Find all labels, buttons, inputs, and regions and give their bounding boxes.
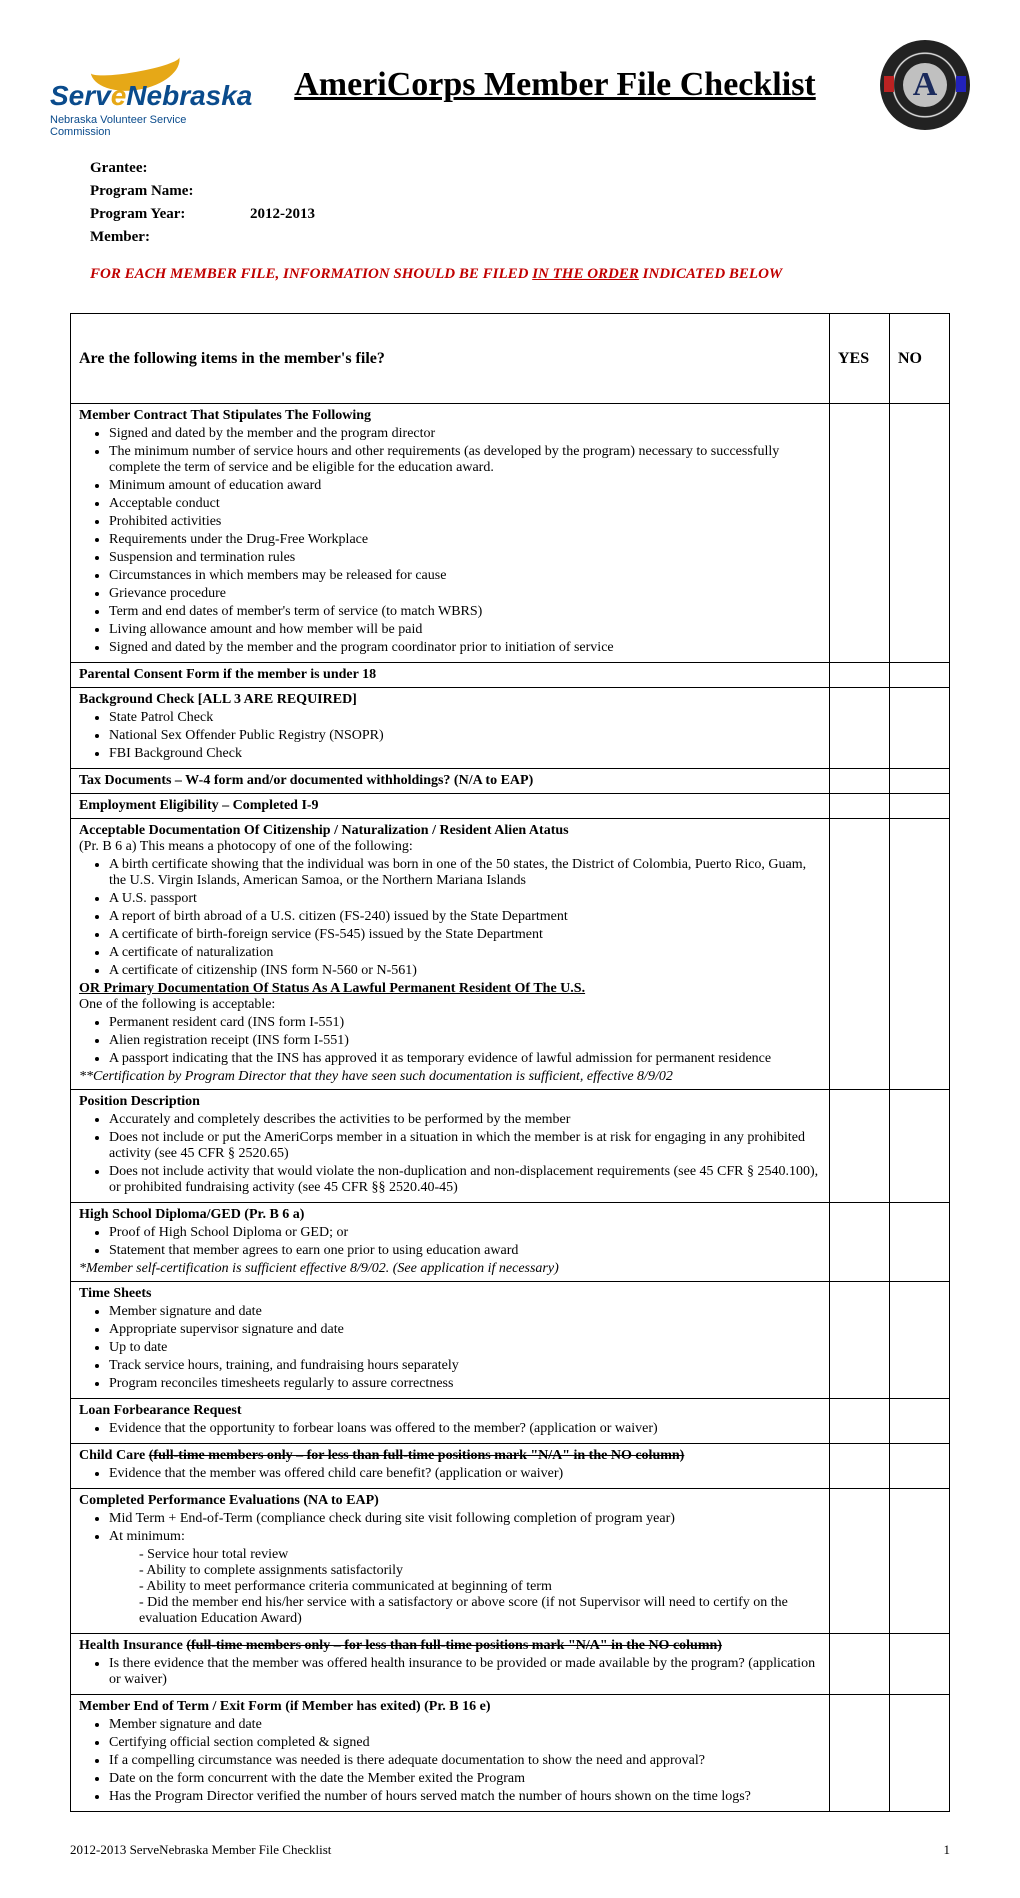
item-cell: Member Contract That Stipulates The Foll… xyxy=(71,404,830,663)
table-row: Completed Performance Evaluations (NA to… xyxy=(71,1489,950,1634)
no-cell[interactable] xyxy=(890,1203,950,1282)
no-cell[interactable] xyxy=(890,1489,950,1634)
program-name-label: Program Name: xyxy=(90,183,250,200)
item-cell: Position DescriptionAccurately and compl… xyxy=(71,1090,830,1203)
col-header-no: NO xyxy=(890,314,950,404)
table-row: Acceptable Documentation Of Citizenship … xyxy=(71,819,950,1090)
program-year-label: Program Year: xyxy=(90,206,250,223)
item-cell: Loan Forbearance RequestEvidence that th… xyxy=(71,1399,830,1444)
filing-instruction: FOR EACH MEMBER FILE, INFORMATION SHOULD… xyxy=(90,266,970,283)
table-row: Employment Eligibility – Completed I-9 xyxy=(71,794,950,819)
grantee-label: Grantee: xyxy=(90,160,250,177)
member-label: Member: xyxy=(90,229,250,246)
no-cell[interactable] xyxy=(890,1444,950,1489)
header: ServeNebraska Nebraska Volunteer Service… xyxy=(50,40,970,130)
footer: 2012-2013 ServeNebraska Member File Chec… xyxy=(50,1842,970,1858)
yes-cell[interactable] xyxy=(830,769,890,794)
no-cell[interactable] xyxy=(890,688,950,769)
col-header-yes: YES xyxy=(830,314,890,404)
table-row: Member End of Term / Exit Form (if Membe… xyxy=(71,1695,950,1812)
yes-cell[interactable] xyxy=(830,1444,890,1489)
footer-left: 2012-2013 ServeNebraska Member File Chec… xyxy=(70,1842,331,1858)
table-row: Health Insurance (full-time members only… xyxy=(71,1634,950,1695)
item-cell: Acceptable Documentation Of Citizenship … xyxy=(71,819,830,1090)
yes-cell[interactable] xyxy=(830,1282,890,1399)
serve-nebraska-logo: ServeNebraska Nebraska Volunteer Service… xyxy=(50,40,230,130)
no-cell[interactable] xyxy=(890,663,950,688)
table-row: Child Care (full-time members only – for… xyxy=(71,1444,950,1489)
item-cell: Health Insurance (full-time members only… xyxy=(71,1634,830,1695)
table-row: Loan Forbearance RequestEvidence that th… xyxy=(71,1399,950,1444)
table-row: Time SheetsMember signature and dateAppr… xyxy=(71,1282,950,1399)
item-cell: Child Care (full-time members only – for… xyxy=(71,1444,830,1489)
yes-cell[interactable] xyxy=(830,1090,890,1203)
yes-cell[interactable] xyxy=(830,1489,890,1634)
yes-cell[interactable] xyxy=(830,1634,890,1695)
no-cell[interactable] xyxy=(890,819,950,1090)
col-header-question: Are the following items in the member's … xyxy=(71,314,830,404)
item-cell: Member End of Term / Exit Form (if Membe… xyxy=(71,1695,830,1812)
checklist-table: Are the following items in the member's … xyxy=(70,313,950,1812)
program-year-value: 2012-2013 xyxy=(250,206,315,223)
table-row: Tax Documents – W-4 form and/or document… xyxy=(71,769,950,794)
info-block: Grantee: Program Name: Program Year: 201… xyxy=(90,160,970,246)
yes-cell[interactable] xyxy=(830,1203,890,1282)
yes-cell[interactable] xyxy=(830,688,890,769)
table-row: Background Check [ALL 3 ARE REQUIRED]Sta… xyxy=(71,688,950,769)
yes-cell[interactable] xyxy=(830,663,890,688)
no-cell[interactable] xyxy=(890,1399,950,1444)
no-cell[interactable] xyxy=(890,1695,950,1812)
yes-cell[interactable] xyxy=(830,794,890,819)
americorps-logo: A xyxy=(880,40,970,130)
table-row: Member Contract That Stipulates The Foll… xyxy=(71,404,950,663)
yes-cell[interactable] xyxy=(830,1399,890,1444)
no-cell[interactable] xyxy=(890,1282,950,1399)
item-cell: Completed Performance Evaluations (NA to… xyxy=(71,1489,830,1634)
no-cell[interactable] xyxy=(890,1090,950,1203)
item-cell: Tax Documents – W-4 form and/or document… xyxy=(71,769,830,794)
page-title: AmeriCorps Member File Checklist xyxy=(240,66,870,104)
item-cell: Parental Consent Form if the member is u… xyxy=(71,663,830,688)
footer-page-number: 1 xyxy=(944,1842,951,1858)
table-row: High School Diploma/GED (Pr. B 6 a)Proof… xyxy=(71,1203,950,1282)
item-cell: High School Diploma/GED (Pr. B 6 a)Proof… xyxy=(71,1203,830,1282)
no-cell[interactable] xyxy=(890,794,950,819)
table-row: Position DescriptionAccurately and compl… xyxy=(71,1090,950,1203)
yes-cell[interactable] xyxy=(830,1695,890,1812)
table-row: Parental Consent Form if the member is u… xyxy=(71,663,950,688)
no-cell[interactable] xyxy=(890,1634,950,1695)
no-cell[interactable] xyxy=(890,404,950,663)
item-cell: Time SheetsMember signature and dateAppr… xyxy=(71,1282,830,1399)
yes-cell[interactable] xyxy=(830,404,890,663)
item-cell: Employment Eligibility – Completed I-9 xyxy=(71,794,830,819)
yes-cell[interactable] xyxy=(830,819,890,1090)
item-cell: Background Check [ALL 3 ARE REQUIRED]Sta… xyxy=(71,688,830,769)
no-cell[interactable] xyxy=(890,769,950,794)
